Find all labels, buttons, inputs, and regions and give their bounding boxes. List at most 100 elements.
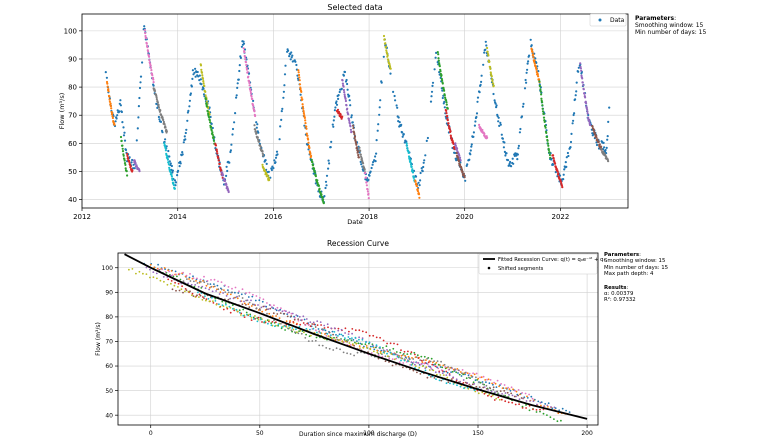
bottom-segment-point <box>171 274 174 276</box>
top-segment-point <box>491 79 494 83</box>
bottom-segment-point <box>468 383 471 386</box>
top-segment-point <box>320 193 323 196</box>
bottom-segment-point <box>473 383 476 385</box>
top-data-point <box>283 73 287 76</box>
top-segment-point <box>449 130 452 133</box>
bottom-segment-point <box>211 290 214 293</box>
top-segment-point <box>546 139 549 142</box>
bottom-segment-point <box>203 281 206 284</box>
top-segment-point <box>443 89 446 92</box>
top-data-point <box>210 122 213 125</box>
top-segment-point <box>303 116 306 119</box>
bottom-segment-point <box>295 323 298 326</box>
top-segment-point <box>155 98 158 101</box>
top-data-point <box>569 146 572 149</box>
top-data-point <box>235 96 238 99</box>
top-data-point <box>509 160 512 164</box>
bottom-segment-point <box>208 300 211 303</box>
bottom-segment-point <box>260 306 263 309</box>
bottom-segment-point <box>443 363 446 366</box>
top-segment-point <box>415 182 418 185</box>
top-data-point <box>417 181 420 184</box>
top-segment-point <box>454 142 457 145</box>
bottom-segment-point <box>373 348 376 351</box>
bottom-segment-point <box>262 305 265 308</box>
bottom-segment-point <box>398 361 401 364</box>
bottom-segment-point <box>204 295 206 298</box>
top-data-point <box>171 169 174 172</box>
bottom-segment-point <box>450 378 453 380</box>
top-segment-point <box>595 134 598 137</box>
top-segment-point <box>535 68 538 71</box>
bottom-segment-point <box>447 366 449 368</box>
bottom-segment-point <box>532 408 534 411</box>
bottom-segment-point <box>294 331 296 333</box>
top-segment-point <box>302 112 305 115</box>
top-segment-point <box>545 131 548 134</box>
bottom-segment-point <box>243 316 246 318</box>
bottom-segment-point <box>344 327 347 330</box>
top-segment-point <box>409 159 412 162</box>
bottom-segment-point <box>370 352 373 354</box>
top-segment-point <box>245 63 248 67</box>
top-data-point <box>338 90 341 94</box>
top-segment-point <box>446 114 449 118</box>
bottom-segment-point <box>529 400 531 402</box>
bottom-segment-point <box>547 402 550 405</box>
bottom-segment-point <box>339 348 341 351</box>
bottom-segment-point <box>219 306 221 308</box>
top-data-point <box>468 158 471 161</box>
top-segment-point <box>386 54 389 57</box>
top-data-point <box>372 161 375 164</box>
top-data-point <box>173 179 177 182</box>
bottom-segment-point <box>464 371 467 374</box>
top-segment-point <box>256 136 259 139</box>
bottom-segment-point <box>298 315 301 318</box>
bottom-segment-point <box>207 297 210 300</box>
bottom-segment-point <box>440 369 443 371</box>
bottom-segment-point <box>301 318 303 321</box>
bottom-segment-point <box>221 300 224 303</box>
top-segment-point <box>384 45 388 48</box>
top-segment-point <box>264 169 267 172</box>
bottom-segment-point <box>406 353 409 355</box>
bottom-segment-point <box>432 369 435 372</box>
bottom-segment-point <box>170 270 173 272</box>
top-segment-point <box>202 82 205 85</box>
top-data-point <box>346 88 349 91</box>
bottom-segment-point <box>491 394 494 397</box>
bottom-segment-point <box>358 345 361 347</box>
top-segment-point <box>166 155 169 158</box>
top-data-point <box>398 121 401 124</box>
bottom-y-tick-label: 90 <box>105 290 113 297</box>
top-segment-point <box>557 172 560 175</box>
top-segment-point <box>162 120 165 124</box>
top-segment-point <box>541 104 544 107</box>
top-data-point <box>239 56 242 60</box>
bottom-segment-point <box>256 320 259 323</box>
bottom-segment-point <box>352 339 355 341</box>
top-data-point <box>575 90 578 93</box>
bottom-segment-point <box>271 315 274 318</box>
top-data-point <box>231 127 235 131</box>
bottom-segment-point <box>485 388 488 390</box>
top-data-point <box>515 154 518 157</box>
bottom-segment-point <box>482 383 484 385</box>
bottom-segment-point <box>253 303 256 306</box>
bottom-segment-point <box>335 336 338 339</box>
bottom-segment-point <box>223 289 225 291</box>
top-segment-point <box>412 176 416 179</box>
bottom-segment-point <box>456 384 458 387</box>
bottom-segment-point <box>477 392 480 395</box>
bottom-segment-point <box>268 312 271 315</box>
top-segment-point <box>300 96 303 99</box>
bottom-segment-point <box>283 312 286 315</box>
top-data-point <box>516 158 519 161</box>
top-data-point <box>397 116 400 119</box>
top-segment-point <box>544 124 547 127</box>
top-data-point <box>171 171 174 174</box>
bottom-segment-point <box>522 397 524 400</box>
bottom-segment-point <box>508 388 511 390</box>
bottom-segment-point <box>510 392 513 395</box>
top-data-point <box>345 78 348 82</box>
